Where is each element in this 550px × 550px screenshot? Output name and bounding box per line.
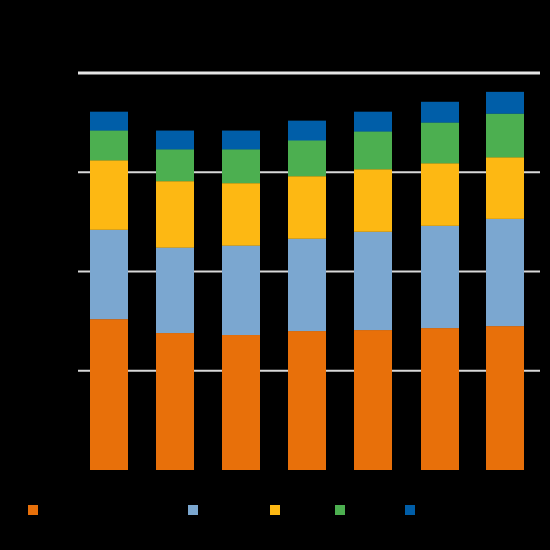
bar-segment-c0-s2 <box>90 160 128 230</box>
bar-segment-c5-s3 <box>421 122 459 164</box>
bar-segment-c0-s3 <box>90 130 128 161</box>
legend-item-2 <box>270 502 280 518</box>
bar-segment-c6-s0 <box>486 326 524 470</box>
bar-segment-c2-s2 <box>222 183 260 246</box>
bar-segment-c3-s1 <box>288 238 326 332</box>
bar-segment-c2-s4 <box>222 130 260 150</box>
bar-segment-c2-s0 <box>222 335 260 470</box>
bar-segment-c3-s3 <box>288 140 326 177</box>
legend-swatch-3 <box>335 505 345 515</box>
bar-segment-c2-s3 <box>222 149 260 184</box>
bar-segment-c6-s3 <box>486 113 524 158</box>
bar-segment-c3-s0 <box>288 331 326 470</box>
bar-segment-c0-s1 <box>90 229 128 320</box>
bar-segment-c4-s1 <box>354 231 392 331</box>
bar-segment-c1-s1 <box>156 247 194 334</box>
bar-segment-c6-s1 <box>486 218 524 327</box>
legend <box>28 502 528 518</box>
bar-segment-c2-s1 <box>222 245 260 336</box>
bar-segment-c5-s2 <box>421 163 459 226</box>
bar-segment-c5-s0 <box>421 328 459 470</box>
legend-item-1 <box>188 502 198 518</box>
bar-segment-c3-s4 <box>288 120 326 141</box>
bar-segment-c1-s4 <box>156 130 194 150</box>
bar-segment-c1-s3 <box>156 149 194 182</box>
legend-item-3 <box>335 502 345 518</box>
legend-item-0 <box>28 502 38 518</box>
bar-segment-c4-s3 <box>354 131 392 170</box>
bar-segment-c4-s4 <box>354 111 392 132</box>
bar-segment-c0-s4 <box>90 111 128 131</box>
legend-swatch-0 <box>28 505 38 515</box>
legend-swatch-1 <box>188 505 198 515</box>
bar-segment-c4-s0 <box>354 330 392 470</box>
bar-segment-c5-s1 <box>421 225 459 329</box>
bar-segment-c6-s4 <box>486 91 524 114</box>
bar-segment-c6-s2 <box>486 157 524 219</box>
legend-swatch-4 <box>405 505 415 515</box>
bar-segment-c1-s0 <box>156 333 194 470</box>
legend-item-4 <box>405 502 415 518</box>
bar-segment-c3-s2 <box>288 176 326 239</box>
bar-segment-c0-s0 <box>90 319 128 470</box>
bar-segment-c5-s4 <box>421 101 459 123</box>
legend-swatch-2 <box>270 505 280 515</box>
bar-segment-c4-s2 <box>354 169 392 232</box>
bar-segment-c1-s2 <box>156 181 194 248</box>
